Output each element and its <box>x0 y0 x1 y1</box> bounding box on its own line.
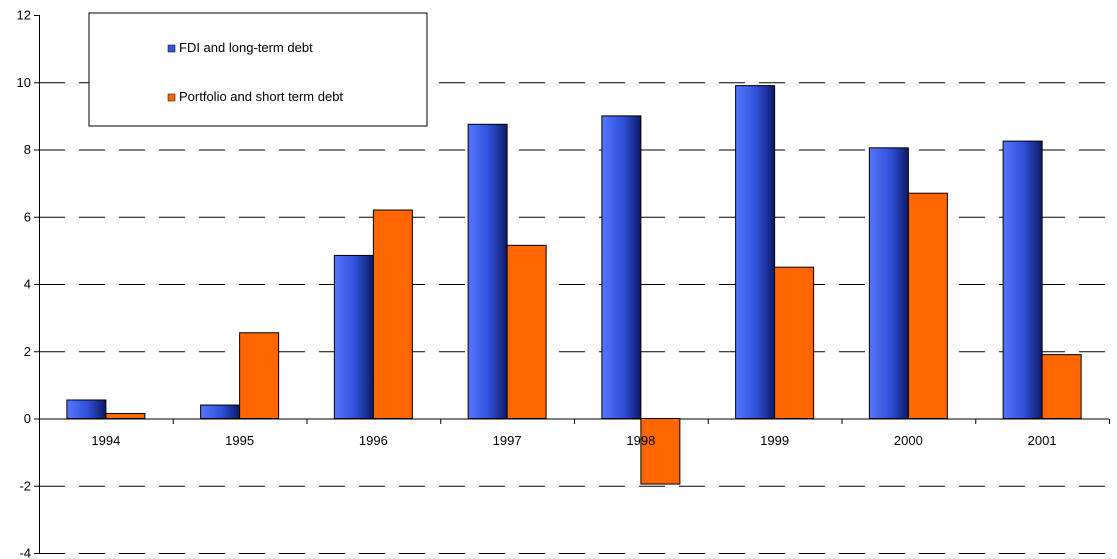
bar-fdi-2000 <box>868 147 909 419</box>
bar-fdi-1994 <box>66 399 107 420</box>
bar-portfolio-2000 <box>907 192 948 419</box>
bar-fdi-1995 <box>200 404 241 419</box>
x-tick-label: 1995 <box>225 433 254 448</box>
bar-fdi-2001 <box>1002 140 1043 419</box>
legend-swatch-fdi <box>167 44 176 53</box>
legend: FDI and long-term debt Portfolio and sho… <box>88 12 428 127</box>
bar-portfolio-1997 <box>506 244 547 419</box>
x-tick-label: 1998 <box>626 433 655 448</box>
bar-fdi-1997 <box>467 123 508 419</box>
bar-portfolio-1999 <box>774 266 815 419</box>
legend-label-portfolio: Portfolio and short term debt <box>179 89 343 104</box>
y-tick-label: -2 <box>19 478 31 493</box>
bar-portfolio-1998 <box>640 418 681 485</box>
bar-portfolio-1996 <box>372 209 413 419</box>
bars <box>66 85 1082 485</box>
bar-fdi-1998 <box>601 115 642 419</box>
bar-fdi-1996 <box>333 254 374 419</box>
y-tick-label: 10 <box>17 75 31 90</box>
grid-lines <box>39 82 1109 554</box>
y-tick-label: 4 <box>24 277 31 292</box>
bar-portfolio-1995 <box>239 332 280 420</box>
labels: -4 -2 0 2 4 6 8 10 12 1994 1995 1996 1997 1998 1999 200… <box>17 8 1057 559</box>
legend-swatch-portfolio <box>167 93 176 102</box>
x-tick-label: 1994 <box>91 433 120 448</box>
y-tick-label: 12 <box>17 8 31 23</box>
y-tick-label: -4 <box>19 546 31 559</box>
y-tick-label: 2 <box>24 344 31 359</box>
x-tick-label: 1996 <box>359 433 388 448</box>
y-tick-label: 8 <box>24 142 31 157</box>
x-tick-label: 1999 <box>760 433 789 448</box>
y-tick-label: 0 <box>24 411 31 426</box>
bar-portfolio-2001 <box>1041 354 1082 419</box>
legend-label-fdi: FDI and long-term debt <box>179 40 313 55</box>
bar-portfolio-1994 <box>105 412 146 419</box>
bar-fdi-1999 <box>735 85 776 420</box>
legend-box <box>88 12 428 127</box>
x-tick-label: 2000 <box>894 433 923 448</box>
y-tick-label: 6 <box>24 209 31 224</box>
x-tick-label: 2001 <box>1028 433 1057 448</box>
x-tick-label: 1997 <box>493 433 522 448</box>
